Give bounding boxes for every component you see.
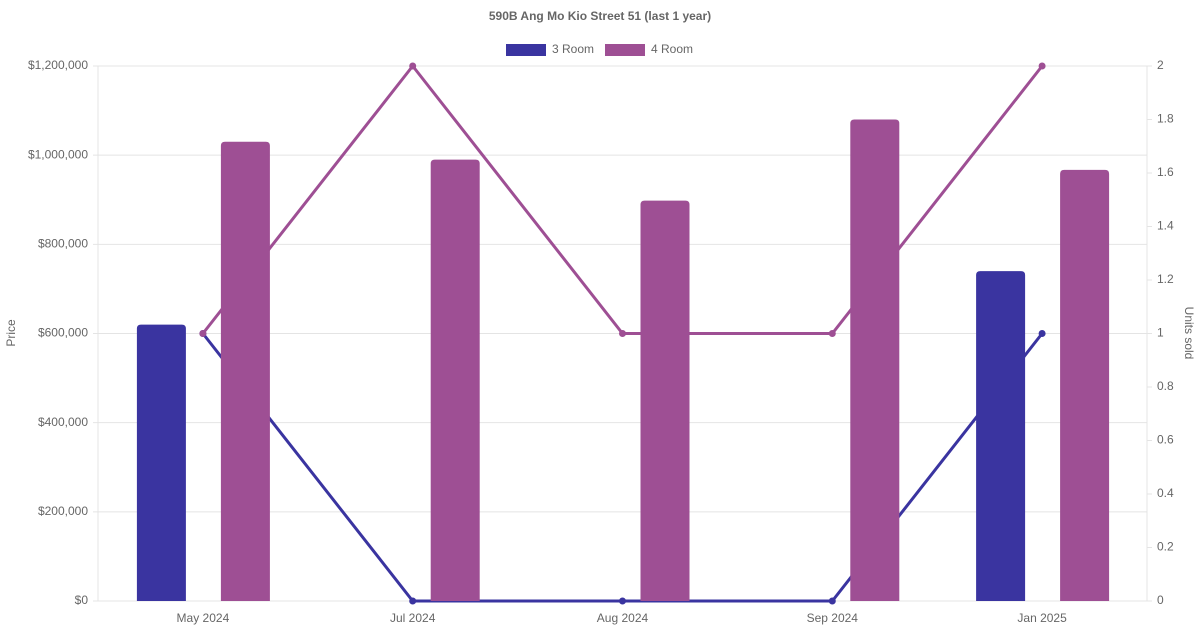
bar [136,324,186,601]
y-tick-label: $800,000 [38,237,88,251]
bar [976,271,1026,601]
point [409,62,417,70]
x-tick-label: May 2024 [177,611,230,625]
y-tick-label: $0 [75,593,89,607]
y-axis-title: Price [4,319,18,347]
point [1038,62,1046,70]
point [828,330,836,337]
y2-tick-label: 0.6 [1157,433,1174,447]
x-tick-label: Sep 2024 [807,611,859,625]
point [199,330,207,337]
y2-tick-label: 2 [1157,58,1164,72]
chart-title: 590B Ang Mo Kio Street 51 (last 1 year) [489,9,711,23]
y2-tick-label: 0.2 [1157,540,1174,554]
y2-tick-label: 0.4 [1157,486,1174,500]
bar [220,141,270,601]
point [409,597,417,605]
x-tick-label: Aug 2024 [597,611,649,625]
bar [640,200,690,601]
point [619,330,626,337]
y-tick-label: $600,000 [38,326,88,340]
line [201,332,1044,603]
y-tick-label: $1,200,000 [28,58,88,72]
bar [430,159,480,601]
y2-tick-label: 1.8 [1157,112,1174,126]
y2-tick-label: 1 [1157,326,1164,340]
point [1038,330,1046,337]
y2-tick-label: 0.8 [1157,379,1174,393]
x-tick-label: Jan 2025 [1017,611,1067,625]
y2-tick-label: 0 [1157,593,1164,607]
bar [1060,169,1110,602]
x-tick-label: Jul 2024 [390,611,436,625]
legend-swatch [605,44,645,56]
bar [850,119,900,601]
y2-tick-label: 1.6 [1157,165,1174,179]
y2-tick-label: 1.4 [1157,219,1174,233]
point [828,597,836,605]
legend-label: 3 Room [552,42,594,56]
y-tick-label: $400,000 [38,415,88,429]
y-tick-label: $200,000 [38,504,88,518]
legend-label: 4 Room [651,42,693,56]
y-tick-label: $1,000,000 [28,147,88,161]
line [201,63,1044,335]
y2-tick-label: 1.2 [1157,272,1174,286]
y2-axis-title: Units sold [1182,307,1196,360]
legend-swatch [506,44,546,56]
point [619,597,626,605]
